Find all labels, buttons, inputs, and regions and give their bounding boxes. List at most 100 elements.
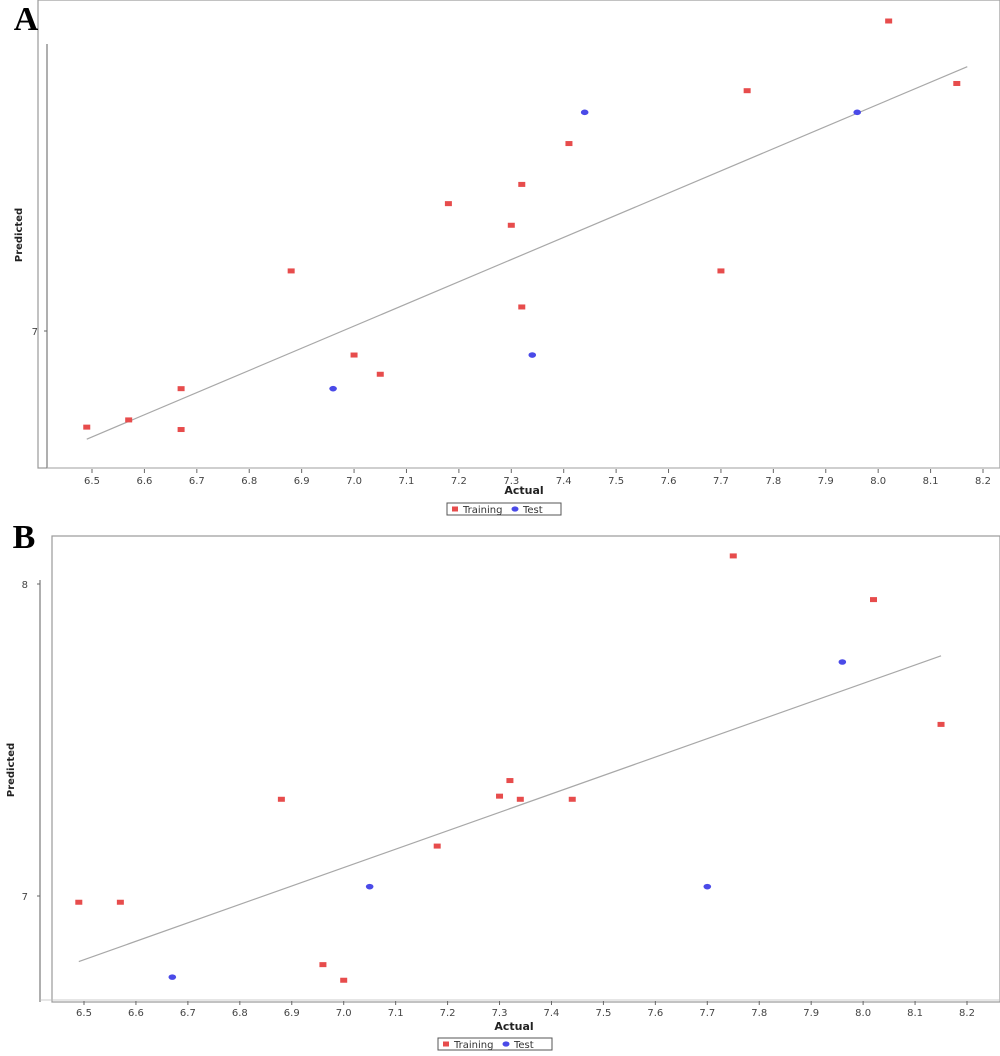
x-tick-label: 7.2 bbox=[440, 1008, 456, 1019]
data-point-training bbox=[937, 721, 945, 727]
data-point-test bbox=[703, 883, 712, 890]
x-axis-title: Actual bbox=[504, 484, 543, 497]
x-tick-label: 7.9 bbox=[803, 1008, 819, 1019]
x-tick-label: 6.9 bbox=[284, 1008, 300, 1019]
x-tick-label: 8.1 bbox=[907, 1008, 923, 1019]
data-point-training bbox=[518, 181, 526, 187]
legend: Training Test bbox=[446, 502, 562, 516]
data-point-test bbox=[838, 659, 847, 665]
data-point-training bbox=[518, 304, 526, 310]
x-tick-label: 8.1 bbox=[923, 476, 939, 487]
y-axis-title: Predicted bbox=[14, 208, 25, 262]
data-point-training bbox=[565, 141, 573, 147]
plot-frame bbox=[37, 0, 1000, 469]
x-tick-label: 7.7 bbox=[713, 476, 729, 487]
x-tick-label: 6.8 bbox=[232, 1008, 248, 1019]
data-point-training bbox=[75, 899, 83, 905]
data-point-training bbox=[953, 80, 961, 86]
legend-label-test: Test bbox=[513, 1040, 534, 1051]
legend-box bbox=[437, 1037, 553, 1051]
data-point-training bbox=[433, 843, 441, 849]
x-tick-label: 7.4 bbox=[556, 476, 572, 487]
x-tick-label: 7.2 bbox=[451, 476, 467, 487]
data-point-test bbox=[365, 883, 374, 890]
data-point-test bbox=[168, 974, 177, 980]
data-point-training bbox=[717, 268, 725, 274]
data-point-training bbox=[350, 352, 358, 358]
x-tick-label: 7.0 bbox=[336, 1008, 352, 1019]
x-tick-label: 7.1 bbox=[388, 1008, 404, 1019]
x-tick-label: 7.9 bbox=[818, 476, 834, 487]
x-tick-label: 8.0 bbox=[870, 476, 886, 487]
y-tick-label: 8 bbox=[22, 580, 28, 591]
data-point-training bbox=[116, 899, 124, 905]
y-tick-label: 7 bbox=[22, 892, 28, 903]
x-tick-label: 7.5 bbox=[595, 1008, 611, 1019]
chart-panel-a: A 6.5 6.6 6.7 6.8 6.9 7.0 7.1 7.2 7.3 7.4 7.5 7.6 7.7… bbox=[14, 0, 1000, 516]
x-tick-label: 7.5 bbox=[608, 476, 624, 487]
x-tick-label: 7.3 bbox=[492, 1008, 508, 1019]
data-point-training bbox=[287, 268, 295, 274]
data-point-training bbox=[729, 553, 737, 559]
regression-line bbox=[78, 655, 942, 963]
series-training bbox=[75, 553, 945, 983]
x-tick-label: 7.4 bbox=[544, 1008, 560, 1019]
legend-marker-training bbox=[443, 1041, 449, 1047]
series-training bbox=[83, 18, 961, 433]
legend-label-test: Test bbox=[522, 505, 543, 516]
x-tick-label: 8.2 bbox=[975, 476, 991, 487]
x-tick-label: 6.7 bbox=[180, 1008, 196, 1019]
data-point-training bbox=[507, 222, 515, 228]
data-point-test bbox=[853, 109, 862, 116]
legend-marker-test bbox=[511, 506, 519, 512]
legend-label-training: Training bbox=[462, 505, 502, 516]
data-point-test bbox=[329, 385, 337, 392]
plot-frame bbox=[51, 535, 1000, 1003]
data-point-training bbox=[277, 796, 285, 802]
data-point-training bbox=[177, 386, 185, 392]
x-tick-label: 6.5 bbox=[84, 476, 100, 487]
data-point-training bbox=[870, 597, 878, 603]
data-point-training bbox=[125, 417, 133, 423]
data-point-test bbox=[528, 352, 537, 358]
legend: Training Test bbox=[437, 1037, 553, 1051]
data-point-training bbox=[376, 371, 384, 377]
data-point-training bbox=[885, 18, 893, 24]
x-tick-label: 6.6 bbox=[128, 1008, 144, 1019]
data-point-training bbox=[340, 977, 348, 983]
data-point-training bbox=[83, 424, 91, 430]
x-tick-label: 7.7 bbox=[699, 1008, 715, 1019]
data-point-test bbox=[580, 109, 589, 116]
regression-line bbox=[86, 66, 968, 440]
series-test bbox=[329, 109, 862, 392]
series-test bbox=[168, 659, 847, 980]
chart-panel-b: B 6.5 6.6 6.7 6.8 6.9 7.0 7.1 7.2 7.3 7.4 7.5 7.6 7.7… bbox=[6, 519, 1000, 1051]
x-tick-label: 6.7 bbox=[189, 476, 205, 487]
data-point-training bbox=[516, 796, 524, 802]
x-tick-label: 8.2 bbox=[959, 1008, 975, 1019]
data-point-training bbox=[177, 427, 185, 433]
data-point-training bbox=[496, 793, 504, 799]
x-tick-label: 7.1 bbox=[399, 476, 415, 487]
data-point-training bbox=[319, 962, 327, 968]
x-tick-label: 7.6 bbox=[661, 476, 677, 487]
data-point-training bbox=[743, 88, 751, 94]
x-tick-label: 6.6 bbox=[136, 476, 152, 487]
data-point-training bbox=[444, 201, 452, 207]
data-point-training bbox=[506, 778, 514, 784]
x-tick-label: 7.6 bbox=[647, 1008, 663, 1019]
y-tick-label: 7 bbox=[32, 327, 38, 338]
x-tick-label: 6.8 bbox=[241, 476, 257, 487]
x-tick-label: 6.5 bbox=[76, 1008, 92, 1019]
panel-letter: A bbox=[14, 1, 39, 38]
legend-label-training: Training bbox=[453, 1040, 493, 1051]
x-axis-title: Actual bbox=[494, 1020, 533, 1033]
x-tick-label: 7.3 bbox=[503, 476, 519, 487]
data-point-training bbox=[568, 796, 576, 802]
y-axis-title: Predicted bbox=[6, 743, 17, 797]
x-tick-label: 8.0 bbox=[855, 1008, 871, 1019]
panel-letter: B bbox=[13, 519, 36, 556]
x-tick-label: 7.0 bbox=[346, 476, 362, 487]
x-tick-label: 6.9 bbox=[294, 476, 310, 487]
